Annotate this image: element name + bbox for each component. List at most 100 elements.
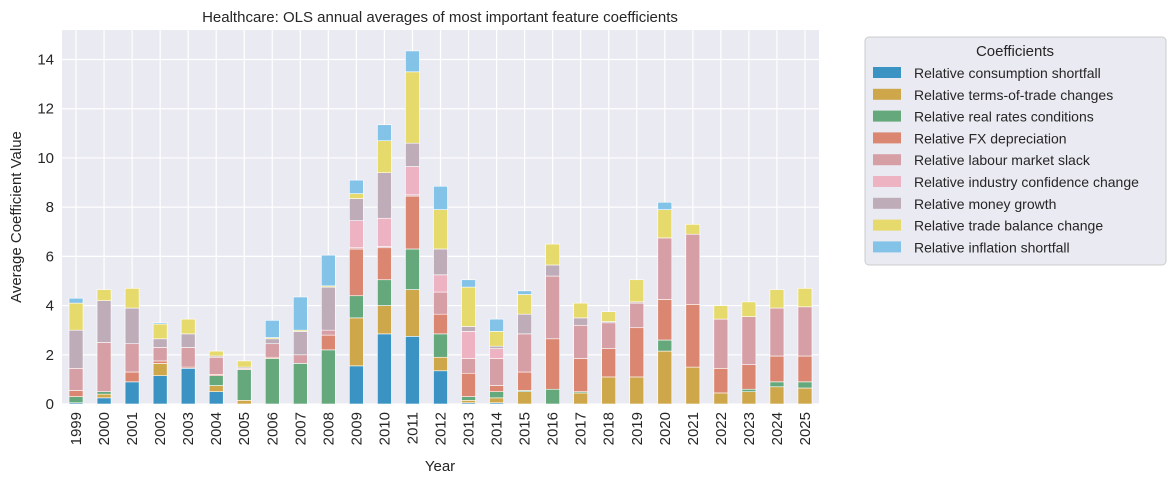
bar-segment bbox=[152, 347, 168, 362]
x-tick-label: 2001 bbox=[124, 412, 141, 445]
bar-segment bbox=[629, 279, 645, 303]
bar-segment bbox=[713, 368, 729, 394]
bar-segment bbox=[461, 372, 476, 397]
bar-segment bbox=[461, 331, 476, 359]
bar-segment bbox=[685, 233, 701, 305]
bar-segment bbox=[377, 124, 392, 142]
legend-frame bbox=[864, 36, 1167, 266]
bar-segment bbox=[321, 334, 336, 351]
bar-segment bbox=[96, 300, 112, 343]
legend-swatch bbox=[873, 176, 901, 187]
bar-segment bbox=[517, 313, 532, 335]
bar-segment bbox=[321, 254, 336, 287]
legend-entry-label: Relative labour market slack bbox=[914, 152, 1091, 168]
bar-segment bbox=[124, 343, 140, 373]
bar-segment bbox=[601, 322, 617, 349]
bar-segment bbox=[377, 140, 392, 174]
x-tick-label: 2021 bbox=[685, 412, 702, 445]
bar-segment bbox=[349, 365, 364, 405]
bar-segment bbox=[657, 339, 673, 352]
bar-segment bbox=[349, 295, 364, 319]
bar-segment bbox=[321, 329, 336, 336]
y-axis-ticks: 0 2 4 6 8 10 12 14 bbox=[37, 52, 54, 413]
x-tick-label: 2005 bbox=[236, 412, 253, 445]
bar-segment bbox=[405, 71, 420, 144]
legend-entry-label: Relative trade balance change bbox=[914, 218, 1103, 234]
bar-segment bbox=[377, 305, 392, 335]
bar-segment bbox=[96, 391, 112, 395]
bar-segment bbox=[68, 390, 84, 397]
legend-entry-label: Relative terms-of-trade changes bbox=[914, 87, 1113, 103]
bar-segment bbox=[629, 302, 645, 329]
x-tick-label: 2004 bbox=[208, 412, 225, 445]
x-tick-label: 2003 bbox=[180, 412, 197, 445]
bar-segment bbox=[629, 376, 645, 405]
bar-segment bbox=[68, 297, 84, 304]
bar-segment bbox=[349, 179, 364, 194]
bar-segment bbox=[769, 386, 785, 405]
bar-segment bbox=[405, 50, 420, 73]
legend-entry-label: Relative FX depreciation bbox=[914, 130, 1067, 146]
x-tick-label: 2020 bbox=[657, 412, 674, 445]
x-tick-label: 2011 bbox=[404, 412, 421, 444]
bar-segment bbox=[208, 391, 224, 405]
bar-segment bbox=[405, 142, 420, 167]
bar-segment bbox=[601, 311, 617, 322]
y-tick-label: 6 bbox=[46, 248, 54, 265]
bar-segment bbox=[264, 338, 280, 345]
bar-segment bbox=[433, 333, 448, 358]
x-tick-label: 2002 bbox=[152, 412, 169, 445]
bar-segment bbox=[405, 336, 420, 405]
bar-segment bbox=[68, 396, 84, 404]
bar-segment bbox=[377, 217, 392, 247]
bar-segment bbox=[152, 363, 168, 377]
legend-swatch bbox=[873, 132, 901, 144]
y-tick-label: 4 bbox=[46, 298, 54, 315]
bar-segment bbox=[489, 385, 504, 392]
bar-segment bbox=[152, 360, 168, 364]
bar-segment bbox=[377, 333, 392, 405]
bar-segment bbox=[124, 288, 140, 309]
bar-segment bbox=[96, 393, 112, 399]
bar-segment bbox=[405, 166, 420, 196]
bar-segment bbox=[657, 237, 673, 300]
bar-segment bbox=[461, 358, 476, 374]
bar-segment bbox=[433, 209, 448, 250]
bar-segment bbox=[349, 198, 364, 221]
bar-segment bbox=[180, 318, 196, 335]
bar-segment bbox=[96, 397, 112, 405]
bar-segment bbox=[152, 338, 168, 348]
y-tick-label: 14 bbox=[37, 52, 54, 69]
legend-entry-label: Relative real rates conditions bbox=[914, 109, 1094, 125]
bar-segment bbox=[517, 333, 532, 373]
bar-segment bbox=[349, 248, 364, 297]
bar-segment bbox=[124, 381, 140, 405]
x-tick-label: 1999 bbox=[68, 412, 85, 445]
bar-segment bbox=[321, 286, 336, 331]
bar-segment bbox=[741, 391, 757, 405]
bar-segment bbox=[573, 317, 588, 326]
bar-segment bbox=[657, 350, 673, 405]
bar-segment bbox=[601, 348, 617, 378]
bar-segment bbox=[685, 304, 701, 368]
bar-segment bbox=[208, 375, 224, 386]
bar-segment bbox=[377, 279, 392, 306]
bar-segment bbox=[96, 289, 112, 301]
x-tick-label: 2016 bbox=[545, 412, 562, 445]
x-axis-label: Year bbox=[425, 458, 455, 475]
chart-title: Healthcare: OLS annual averages of most … bbox=[202, 9, 678, 26]
bar-segment bbox=[68, 368, 84, 391]
bar-segment bbox=[573, 392, 588, 405]
bar-segment bbox=[405, 289, 420, 337]
bar-segment bbox=[573, 358, 588, 392]
bar-segment bbox=[377, 172, 392, 219]
bar-segment bbox=[517, 371, 532, 391]
bar-segment bbox=[433, 274, 448, 293]
bar-segment bbox=[545, 275, 560, 340]
x-tick-label: 2015 bbox=[517, 412, 534, 445]
bar-segment bbox=[461, 400, 476, 404]
x-axis-ticks: 1999 2000 2001 2002 2003 2004 2005 2006 2007 2008… bbox=[68, 412, 814, 445]
bar-segment bbox=[433, 291, 448, 315]
x-tick-label: 2006 bbox=[264, 412, 281, 445]
